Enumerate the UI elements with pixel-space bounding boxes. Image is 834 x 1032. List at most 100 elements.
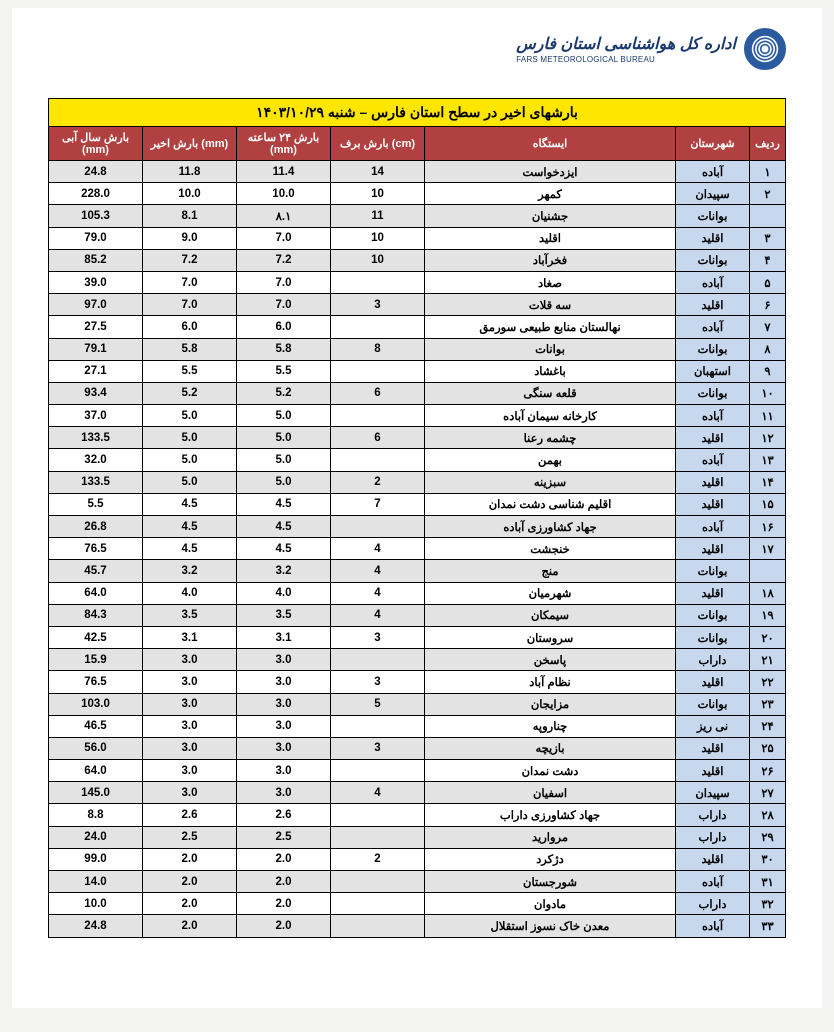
cell-snow xyxy=(331,449,425,471)
cell-station: سبزینه xyxy=(425,471,676,493)
cell-24h: 5.5 xyxy=(237,360,331,382)
cell-year: 85.2 xyxy=(49,249,143,271)
cell-recent: 3.5 xyxy=(143,604,237,626)
cell-station: دشت نمدان xyxy=(425,760,676,782)
table-row: ۲۴نی ریزچناروپه3.03.046.5 xyxy=(49,715,786,737)
cell-station: اسفیان xyxy=(425,782,676,804)
cell-station: شهرمیان xyxy=(425,582,676,604)
col-station: ایستگاه xyxy=(425,127,676,161)
cell-index: ۳ xyxy=(750,227,786,249)
cell-recent: 5.0 xyxy=(143,449,237,471)
cell-recent: 3.0 xyxy=(143,760,237,782)
table-row: ۱۵اقلیداقلیم شناسی دشت نمدان74.54.55.5 xyxy=(49,493,786,515)
table-title-row: بارشهای اخیر در سطح استان فارس – شنبه ۱۴… xyxy=(49,99,786,127)
cell-year: 64.0 xyxy=(49,760,143,782)
cell-recent: 2.0 xyxy=(143,848,237,870)
cell-24h: 3.0 xyxy=(237,715,331,737)
cell-station: شورجستان xyxy=(425,871,676,893)
cell-city: اقلید xyxy=(676,227,750,249)
cell-index: ۱۷ xyxy=(750,538,786,560)
cell-24h: 5.0 xyxy=(237,449,331,471)
table-row: ۲۸دارابجهاد کشاورزی داراب2.62.68.8 xyxy=(49,804,786,826)
cell-station: قلعه سنگی xyxy=(425,382,676,404)
cell-station: صغاد xyxy=(425,271,676,293)
table-row: ۱۳آبادهبهمن5.05.032.0 xyxy=(49,449,786,471)
cell-snow: 4 xyxy=(331,604,425,626)
org-name-en: FARS METEOROLOGICAL BUREAU xyxy=(516,55,655,64)
cell-station: کارخانه سیمان آباده xyxy=(425,405,676,427)
cell-recent: 2.0 xyxy=(143,893,237,915)
cell-city: بوانات xyxy=(676,338,750,360)
table-row: ۵آبادهصغاد7.07.039.0 xyxy=(49,271,786,293)
cell-station: سیمکان xyxy=(425,604,676,626)
cell-city: اقلید xyxy=(676,848,750,870)
cell-year: 27.5 xyxy=(49,316,143,338)
cell-year: 56.0 xyxy=(49,737,143,759)
cell-snow: 4 xyxy=(331,782,425,804)
cell-snow xyxy=(331,516,425,538)
cell-city: آباده xyxy=(676,449,750,471)
cell-station: نهالستان منابع طبیعی سورمق xyxy=(425,316,676,338)
cell-index: ۲۵ xyxy=(750,737,786,759)
cell-recent: 5.0 xyxy=(143,405,237,427)
cell-station: مروارید xyxy=(425,826,676,848)
cell-index: ۹ xyxy=(750,360,786,382)
cell-year: 24.8 xyxy=(49,161,143,183)
cell-24h: 3.0 xyxy=(237,649,331,671)
cell-city: داراب xyxy=(676,826,750,848)
cell-recent: 4.5 xyxy=(143,538,237,560)
cell-index: ۷ xyxy=(750,316,786,338)
cell-station: چشمه رعنا xyxy=(425,427,676,449)
cell-recent: 2.6 xyxy=(143,804,237,826)
cell-recent: 3.0 xyxy=(143,715,237,737)
cell-24h: 2.6 xyxy=(237,804,331,826)
cell-city: آباده xyxy=(676,915,750,937)
cell-index: ۲۸ xyxy=(750,804,786,826)
cell-24h: 2.0 xyxy=(237,893,331,915)
cell-year: 24.0 xyxy=(49,826,143,848)
cell-snow: 4 xyxy=(331,538,425,560)
cell-index: ۶ xyxy=(750,294,786,316)
cell-24h: 5.0 xyxy=(237,405,331,427)
table-row: ۷آبادهنهالستان منابع طبیعی سورمق6.06.027… xyxy=(49,316,786,338)
table-row: ۸بواناتبوانات85.85.879.1 xyxy=(49,338,786,360)
cell-snow xyxy=(331,915,425,937)
cell-city: اقلید xyxy=(676,294,750,316)
cell-year: 79.1 xyxy=(49,338,143,360)
cell-24h: 3.0 xyxy=(237,671,331,693)
cell-24h: 3.2 xyxy=(237,560,331,582)
col-city: شهرستان xyxy=(676,127,750,161)
cell-24h: 2.0 xyxy=(237,848,331,870)
cell-24h: 3.0 xyxy=(237,782,331,804)
cell-snow: 5 xyxy=(331,693,425,715)
org-header: اداره کل هواشناسی استان فارس FARS METEOR… xyxy=(48,28,786,70)
cell-station: بهمن xyxy=(425,449,676,471)
cell-city: آباده xyxy=(676,405,750,427)
cell-city: داراب xyxy=(676,804,750,826)
cell-recent: 7.0 xyxy=(143,294,237,316)
cell-recent: 3.2 xyxy=(143,560,237,582)
cell-index: ۱۲ xyxy=(750,427,786,449)
cell-year: 105.3 xyxy=(49,205,143,227)
cell-city: آباده xyxy=(676,316,750,338)
table-row: بواناتمنج43.23.245.7 xyxy=(49,560,786,582)
cell-city: سپیدان xyxy=(676,183,750,205)
cell-24h: 10.0 xyxy=(237,183,331,205)
rainfall-table: بارشهای اخیر در سطح استان فارس – شنبه ۱۴… xyxy=(48,98,786,938)
cell-index: ۳۱ xyxy=(750,871,786,893)
cell-year: 97.0 xyxy=(49,294,143,316)
table-title: بارشهای اخیر در سطح استان فارس – شنبه ۱۴… xyxy=(49,99,786,127)
cell-station: بوانات xyxy=(425,338,676,360)
cell-station: سروستان xyxy=(425,626,676,648)
table-row: ۱۶آبادهجهاد کشاورزی آباده4.54.526.8 xyxy=(49,516,786,538)
cell-recent: 11.8 xyxy=(143,161,237,183)
cell-index: ۲۴ xyxy=(750,715,786,737)
cell-year: 45.7 xyxy=(49,560,143,582)
cell-city: اقلید xyxy=(676,737,750,759)
cell-station: نظام آباد xyxy=(425,671,676,693)
cell-year: 64.0 xyxy=(49,582,143,604)
cell-year: 228.0 xyxy=(49,183,143,205)
table-body: ۱آبادهایزدخواست1411.411.824.8۲سپیدانکمهر… xyxy=(49,161,786,938)
cell-year: 84.3 xyxy=(49,604,143,626)
cell-city: آباده xyxy=(676,161,750,183)
